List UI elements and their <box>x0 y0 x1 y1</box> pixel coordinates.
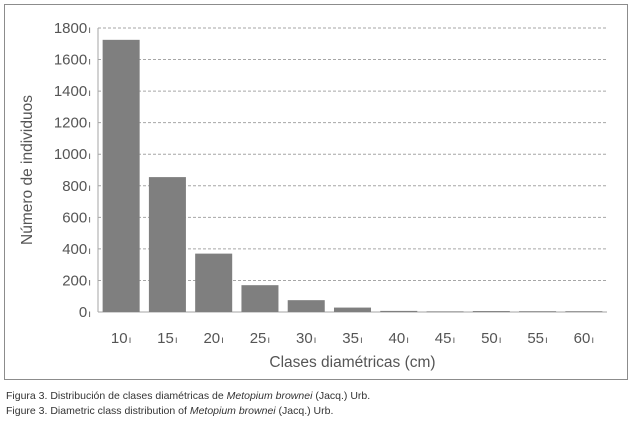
caption-es-suffix: (Jacq.) Urb. <box>312 390 371 402</box>
x-tick-label: 15ı <box>157 330 177 347</box>
x-tick-label: 25ı <box>250 330 270 347</box>
bar <box>380 310 418 312</box>
x-tick-label: 40ı <box>389 330 409 347</box>
chart-frame: 0ı 200ı 400ı 600ı 800ı 1000ı 1200ı 1400ı 1600ı 18… <box>4 4 628 380</box>
bar <box>241 285 279 312</box>
y-axis-title: Número de individuos <box>19 95 36 245</box>
bar <box>148 177 186 312</box>
y-tick-label: 600ı <box>62 209 91 226</box>
bar <box>333 307 372 312</box>
caption-en-suffix: (Jacq.) Urb. <box>275 405 334 417</box>
x-tick-label: 30ı <box>296 330 316 347</box>
figure-caption-spanish: Figura 3. Distribución de clases diamétr… <box>6 390 370 402</box>
x-tick-label: 60ı <box>574 330 594 347</box>
figure-caption-english: Figure 3. Diametric class distribution o… <box>6 405 333 417</box>
y-tick-label: 800ı <box>62 178 91 195</box>
bar <box>287 300 325 312</box>
bar <box>195 253 233 312</box>
y-tick-label: 400ı <box>62 241 91 258</box>
y-tick-label: 1400ı <box>54 83 91 100</box>
caption-en-species: Metopium brownei <box>189 405 276 417</box>
bar <box>472 311 510 312</box>
caption-es-prefix: Figura 3. Distribución de clases diamétr… <box>6 390 227 402</box>
x-tick-label: 55ı <box>527 330 547 347</box>
x-axis-title: Clases diamétricas (cm) <box>269 354 435 371</box>
y-tick-label: 0ı <box>79 304 91 321</box>
x-tick-label: 50ı <box>481 330 501 347</box>
y-tick-label: 200ı <box>62 272 91 289</box>
x-tick-label: 35ı <box>342 330 362 347</box>
bar-chart: 0ı 200ı 400ı 600ı 800ı 1000ı 1200ı 1400ı 1600ı 18… <box>19 20 607 371</box>
caption-es-species: Metopium brownei <box>226 390 313 402</box>
x-tick-label: 20ı <box>203 330 223 347</box>
bar <box>565 311 603 313</box>
x-tick-label: 45ı <box>435 330 455 347</box>
x-tick-label: 10ı <box>111 330 131 347</box>
y-tick-label: 1800ı <box>54 20 91 37</box>
bar <box>519 311 557 313</box>
bar <box>426 311 464 313</box>
y-tick-label: 1000ı <box>54 146 91 163</box>
y-tick-label: 1600ı <box>54 52 91 69</box>
bar <box>102 39 140 312</box>
caption-en-prefix: Figure 3. Diametric class distribution o… <box>6 405 190 417</box>
y-tick-label: 1200ı <box>54 115 91 132</box>
